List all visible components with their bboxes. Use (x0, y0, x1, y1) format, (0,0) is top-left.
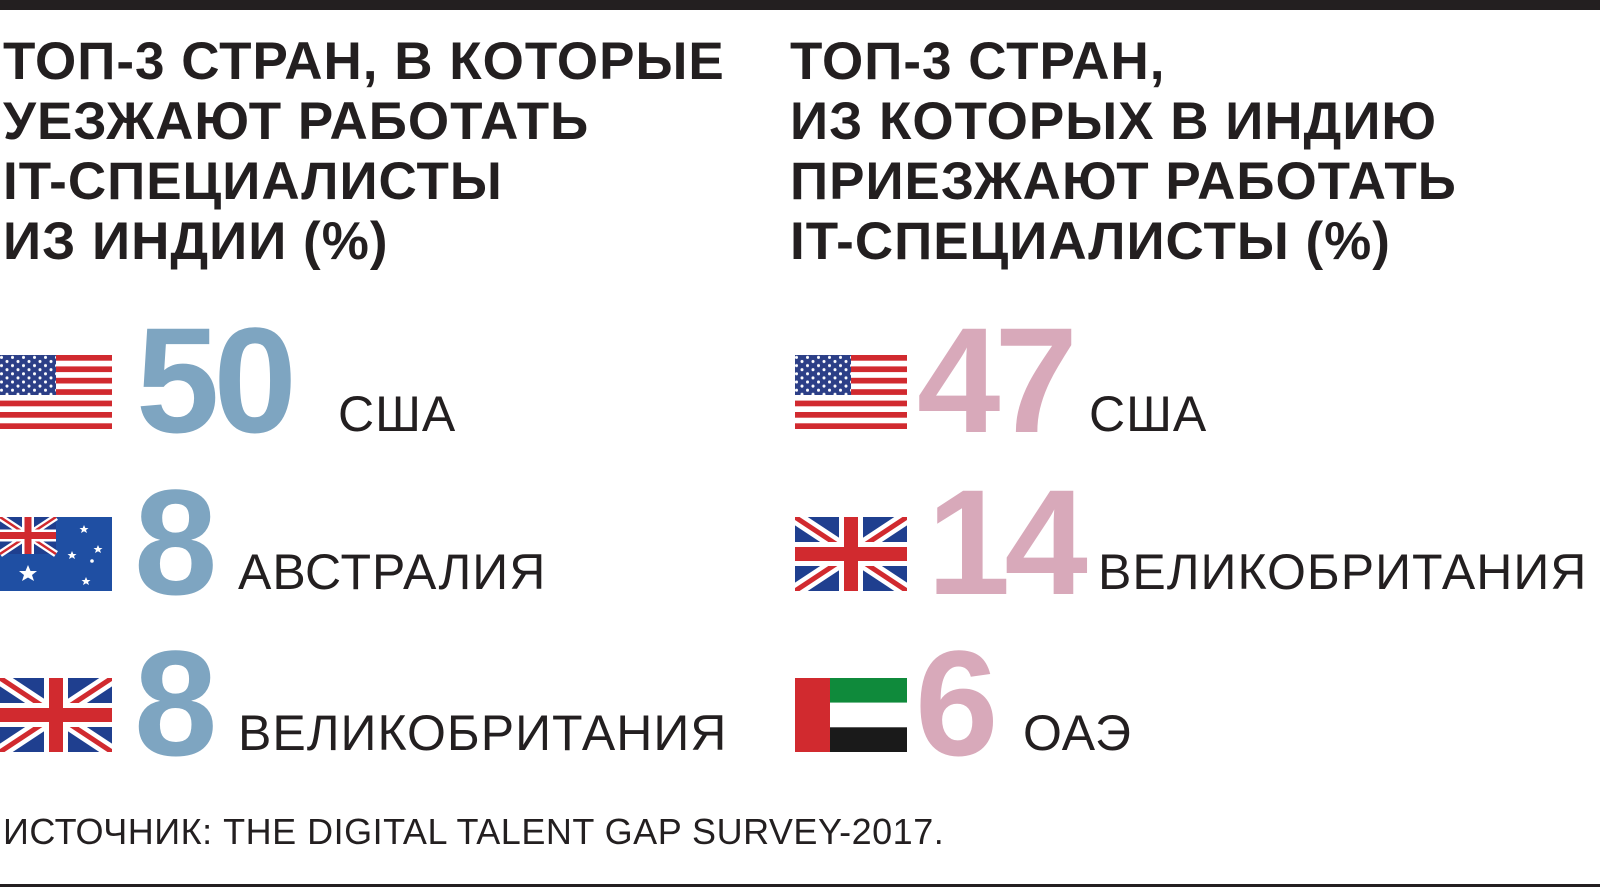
uk-flag-icon (0, 678, 112, 752)
data-value: 6 (915, 619, 998, 787)
data-value: 14 (927, 458, 1088, 626)
right-row-1: 47 США (795, 305, 1595, 455)
left-row-3: 8 ВЕЛИКОБРИТАНИЯ (0, 628, 800, 778)
title-line: ПРИЕЗЖАЮТ РАБОТАТЬ (790, 152, 1457, 211)
title-line: IT-СПЕЦИАЛИСТЫ (3, 152, 503, 211)
left-panel-title: ТОП-3 СТРАН, В КОТОРЫЕ УЕЗЖАЮТ РАБОТАТЬ … (3, 32, 725, 272)
uk-flag-icon (795, 517, 907, 591)
country-label: ОАЭ (1023, 705, 1132, 761)
right-row-3: 6 ОАЭ (795, 628, 1595, 778)
title-line: ТОП-3 СТРАН, В КОТОРЫЕ (3, 32, 725, 91)
top-rule (0, 0, 1600, 10)
title-line: ИЗ ИНДИИ (%) (3, 212, 389, 271)
left-row-2: 8 АВСТРАЛИЯ (0, 467, 800, 617)
left-row-1: 50 США (0, 305, 800, 455)
country-label: ВЕЛИКОБРИТАНИЯ (238, 705, 728, 761)
country-label: АВСТРАЛИЯ (238, 544, 547, 600)
title-line: ТОП-3 СТРАН, (790, 32, 1166, 91)
title-line: УЕЗЖАЮТ РАБОТАТЬ (3, 92, 590, 151)
bottom-rule (0, 884, 1600, 887)
right-panel-title: ТОП-3 СТРАН, ИЗ КОТОРЫХ В ИНДИЮ ПРИЕЗЖАЮ… (790, 32, 1457, 272)
data-value: 8 (134, 458, 217, 626)
right-row-2: 14 ВЕЛИКОБРИТАНИЯ (795, 467, 1595, 617)
data-value: 47 (917, 296, 1078, 464)
title-line: ИЗ КОТОРЫХ В ИНДИЮ (790, 92, 1438, 151)
uae-flag-icon (795, 678, 907, 752)
usa-flag-icon (795, 355, 907, 429)
australia-flag-icon (0, 517, 112, 591)
source-note: ИСТОЧНИК: THE DIGITAL TALENT GAP SURVEY-… (3, 811, 945, 852)
country-label: ВЕЛИКОБРИТАНИЯ (1098, 544, 1588, 600)
data-value: 50 (136, 296, 297, 464)
country-label: США (338, 386, 457, 442)
title-line: IT-СПЕЦИАЛИСТЫ (%) (790, 212, 1391, 271)
usa-flag-icon (0, 355, 112, 429)
data-value: 8 (134, 619, 217, 787)
country-label: США (1089, 386, 1208, 442)
